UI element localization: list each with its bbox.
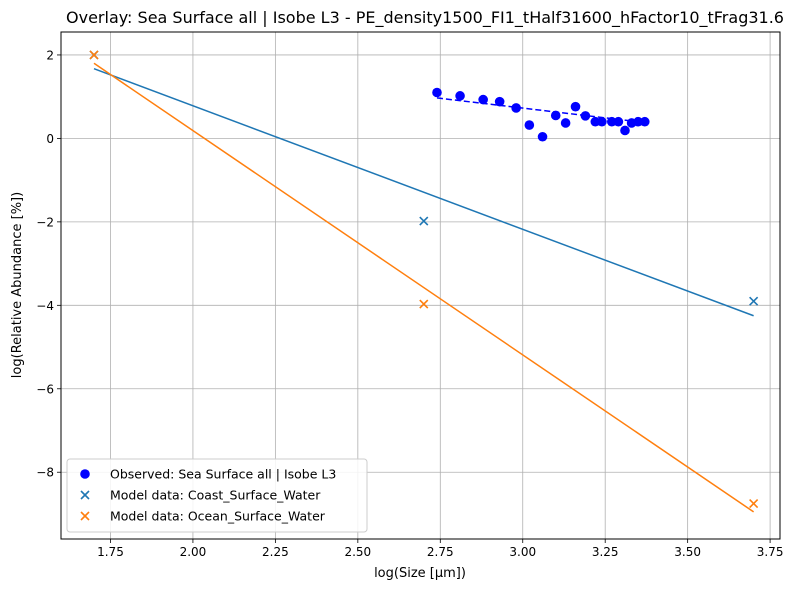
observed-point — [524, 120, 535, 130]
y-axis-label: log(Relative Abundance [%]) — [10, 192, 25, 378]
model-point — [89, 50, 99, 60]
legend-marker — [80, 511, 90, 521]
observed-point — [580, 111, 591, 121]
x-tick-label: 3.75 — [757, 545, 784, 559]
grid — [61, 32, 780, 539]
observed-point — [494, 96, 505, 107]
x-marker-stroke — [80, 511, 90, 521]
axis-ticks: 1.75 2.00 2.25 2.50 2.75 3.00 3.25 3.50 3.75 −8 −6… — [36, 48, 783, 559]
y-tick-label: 0 — [46, 132, 54, 146]
model-point — [419, 299, 429, 309]
observed-point — [570, 101, 581, 112]
x-marker-stroke — [80, 490, 90, 500]
observed-point — [560, 118, 571, 128]
legend-box — [66, 458, 368, 533]
x-axis-label: log(Size [µm]) — [374, 566, 466, 581]
observed-point — [639, 116, 650, 127]
observed-point — [597, 116, 607, 127]
data-points — [89, 50, 759, 509]
legend-marker — [80, 469, 90, 479]
observed-point — [511, 103, 521, 113]
model-point — [749, 498, 759, 509]
model-fit-line — [93, 62, 755, 513]
legend-marker — [80, 490, 90, 500]
y-tick-label: −4 — [36, 299, 54, 313]
legend-label: Model data: Ocean_Surface_Water — [110, 509, 326, 524]
x-tick-label: 2.00 — [180, 545, 207, 559]
observed-point — [478, 94, 488, 105]
model-point — [749, 296, 759, 306]
x-tick-label: 2.75 — [427, 545, 454, 559]
x-tick-label: 2.50 — [344, 545, 371, 559]
x-tick-label: 3.25 — [592, 545, 619, 559]
legend: Observed: Sea Surface all | Isobe L3 Mode… — [66, 458, 368, 533]
x-marker-stroke — [749, 498, 759, 509]
observed-point — [633, 116, 643, 127]
observed-point — [537, 131, 548, 142]
x-marker-stroke — [419, 299, 429, 309]
observed-point — [455, 91, 465, 101]
x-tick-label: 3.00 — [509, 545, 536, 559]
observed-point — [590, 116, 601, 127]
observed-point — [432, 87, 442, 98]
x-tick-label: 3.50 — [674, 545, 701, 559]
chart-title: Overlay: Sea Surface all | Isobe L3 - PE… — [66, 8, 784, 28]
y-tick-label: −8 — [36, 466, 54, 480]
model-point — [419, 216, 429, 226]
x-tick-label: 2.25 — [262, 545, 289, 559]
legend-label: Model data: Coast_Surface_Water — [110, 488, 321, 503]
x-marker-stroke — [419, 216, 429, 226]
legend-label: Observed: Sea Surface all | Isobe L3 — [110, 467, 336, 482]
observed-point — [606, 116, 617, 127]
x-marker-stroke — [89, 50, 99, 60]
plot-frame — [60, 31, 781, 540]
y-tick-label: 2 — [46, 48, 54, 62]
x-marker-stroke — [749, 296, 759, 306]
model-fit-line — [93, 68, 754, 317]
y-tick-label: −6 — [36, 382, 54, 396]
observed-point — [613, 116, 624, 127]
x-tick-label: 1.75 — [97, 545, 124, 559]
observed-point — [550, 110, 561, 121]
observed-point — [620, 125, 630, 136]
y-tick-label: −2 — [36, 215, 54, 229]
